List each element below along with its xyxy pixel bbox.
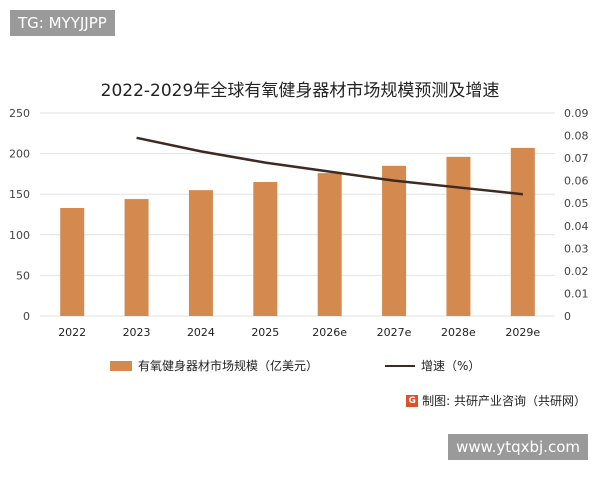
legend-swatch-bar — [110, 360, 132, 371]
right-tick-label: 0.05 — [564, 197, 589, 210]
left-tick-label: 0 — [23, 310, 30, 323]
legend-label-bar: 有氧健身器材市场规模（亿美元） — [138, 359, 319, 373]
right-tick-label: 0.03 — [564, 242, 589, 255]
left-tick-label: 200 — [9, 148, 30, 161]
legend-label-line: 增速（%） — [421, 359, 481, 373]
right-tick-label: 0.04 — [564, 220, 589, 233]
bar — [317, 173, 342, 316]
bar — [60, 208, 85, 316]
x-tick-label: 2026e — [312, 326, 347, 339]
right-tick-label: 0.02 — [564, 265, 589, 278]
bar — [124, 199, 149, 316]
x-tick-label: 2022 — [58, 326, 86, 339]
right-tick-label: 0.01 — [564, 287, 589, 300]
legend-item-bar: 有氧健身器材市场规模（亿美元） — [110, 357, 318, 374]
x-tick-label: 2023 — [123, 326, 151, 339]
legend-swatch-line — [385, 364, 415, 367]
x-tick-label: 2027e — [377, 326, 412, 339]
x-tick-label: 2028e — [441, 326, 476, 339]
right-tick-label: 0.08 — [564, 130, 589, 143]
bar — [253, 182, 278, 316]
bar — [446, 156, 471, 316]
bar — [510, 147, 535, 316]
right-tick-label: 0.07 — [564, 152, 589, 165]
source-note: G 制图: 共研产业咨询（共研网） — [406, 392, 586, 409]
left-tick-label: 100 — [9, 229, 30, 242]
x-tick-label: 2024 — [187, 326, 215, 339]
x-tick-label: 2025 — [251, 326, 279, 339]
source-text: 制图: 共研产业咨询（共研网） — [422, 394, 586, 408]
watermark-bottom: www.ytqxbj.com — [448, 434, 588, 460]
left-tick-label: 250 — [9, 107, 30, 120]
brand-logo-icon: G — [406, 394, 419, 407]
chart-title: 2022-2029年全球有氧健身器材市场规模预测及增速 — [100, 81, 500, 101]
legend-item-line: 增速（%） — [385, 357, 480, 374]
x-tick-label: 2029e — [505, 326, 540, 339]
watermark-top: TG: MYYJJPP — [10, 10, 115, 36]
left-tick-label: 150 — [9, 188, 30, 201]
right-tick-label: 0.06 — [564, 175, 589, 188]
left-tick-label: 50 — [16, 269, 30, 282]
right-tick-label: 0 — [564, 310, 571, 323]
bar — [382, 165, 407, 316]
bar — [188, 190, 213, 316]
right-tick-label: 0.09 — [564, 107, 589, 120]
plot-area: 0 50 100 150 200 250 0 0.01 0.02 0.03 0.04 0.05 0.06… — [9, 107, 589, 339]
